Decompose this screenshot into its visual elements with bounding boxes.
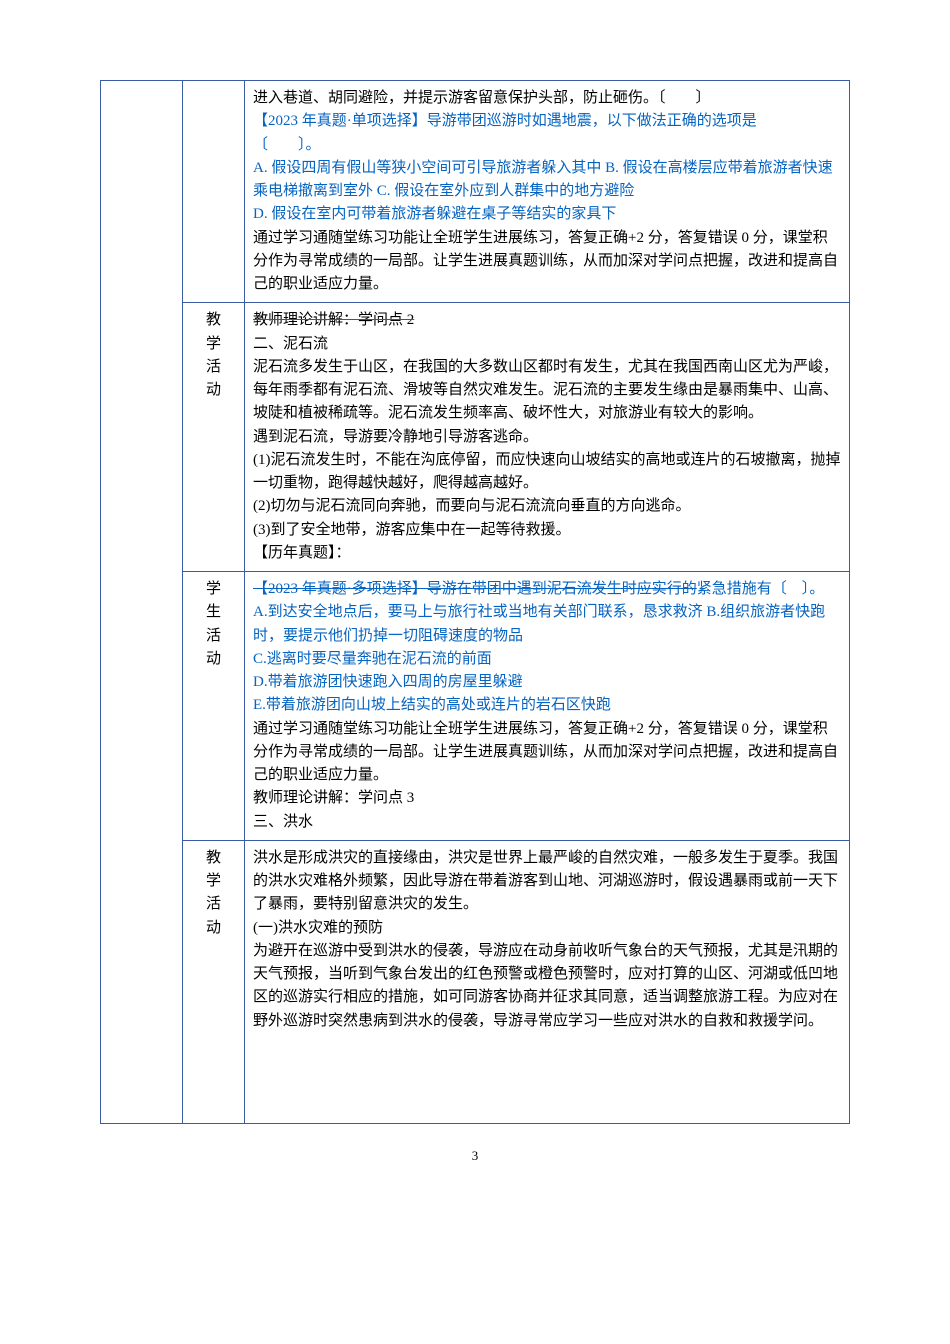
left-spacer-cell bbox=[101, 81, 183, 1124]
row-label-char: 动 bbox=[191, 379, 236, 402]
content-line: C.逃离时要尽量奔驰在泥石流的前面 bbox=[253, 648, 841, 671]
content-line: 洪水是形成洪灾的直接缘由，洪灾是世界上最严峻的自然灾难，一般多发生于夏季。我国的… bbox=[253, 847, 841, 917]
row-label-cell: 教学活动 bbox=[183, 303, 245, 572]
content-line: 【历年真题】： bbox=[253, 542, 841, 565]
content-cell: 教师理论讲解：学问点 2二、泥石流泥石流多发生于山区，在我国的大多数山区都时有发… bbox=[245, 303, 850, 572]
content-line: 三、洪水 bbox=[253, 811, 841, 834]
content-line: (一)洪水灾难的预防 bbox=[253, 917, 841, 940]
content-line: D.带着旅游团快速跑入四周的房屋里躲避 bbox=[253, 671, 841, 694]
content-line: (1)泥石流发生时，不能在沟底停留，而应快速向山坡结实的高地或连片的石坡撤离，抛… bbox=[253, 449, 841, 496]
content-cell: 洪水是形成洪灾的直接缘由，洪灾是世界上最严峻的自然灾难，一般多发生于夏季。我国的… bbox=[245, 840, 850, 1123]
content-line: 泥石流多发生于山区，在我国的大多数山区都时有发生，尤其在我国西南山区尤为严峻，每… bbox=[253, 356, 841, 426]
row-label-char: 生 bbox=[191, 601, 236, 624]
table-row: 学生活动【2023 年真题·多项选择】导游在带团中遇到泥石流发生时应实行的紧急措… bbox=[101, 572, 850, 841]
row-label-char: 学 bbox=[191, 333, 236, 356]
content-line: 为避开在巡游中受到洪水的侵袭，导游应在动身前收听气象台的天气预报，尤其是汛期的天… bbox=[253, 940, 841, 1033]
content-table: 进入巷道、胡同避险，并提示游客留意保护头部，防止砸伤。〔 〕【2023 年真题·… bbox=[100, 80, 850, 1124]
table-row: 教学活动教师理论讲解：学问点 2二、泥石流泥石流多发生于山区，在我国的大多数山区… bbox=[101, 303, 850, 572]
content-line: 进入巷道、胡同避险，并提示游客留意保护头部，防止砸伤。〔 〕 bbox=[253, 87, 841, 110]
content-line: 通过学习通随堂练习功能让全班学生进展练习，答复正确+2 分，答复错误 0 分，课… bbox=[253, 718, 841, 788]
row-label-char: 学 bbox=[191, 870, 236, 893]
table-row: 进入巷道、胡同避险，并提示游客留意保护头部，防止砸伤。〔 〕【2023 年真题·… bbox=[101, 81, 850, 303]
row-label-char: 活 bbox=[191, 893, 236, 916]
row-label-char: 学 bbox=[191, 578, 236, 601]
content-line: D. 假设在室内可带着旅游者躲避在桌子等结实的家具下 bbox=[253, 203, 841, 226]
content-line: (2)切勿与泥石流同向奔驰，而要向与泥石流流向垂直的方向逃命。 bbox=[253, 495, 841, 518]
row-label-cell: 教学活动 bbox=[183, 840, 245, 1123]
content-line: 〔 〕。 bbox=[253, 134, 841, 157]
text-span: 紧急措施有〔 〕。 bbox=[697, 581, 825, 597]
row-label-char: 活 bbox=[191, 625, 236, 648]
content-line: 遇到泥石流，导游要冷静地引导游客逃命。 bbox=[253, 426, 841, 449]
content-line: 二、泥石流 bbox=[253, 333, 841, 356]
row-label-char: 教 bbox=[191, 309, 236, 332]
content-cell: 【2023 年真题·多项选择】导游在带团中遇到泥石流发生时应实行的紧急措施有〔 … bbox=[245, 572, 850, 841]
row-label-char: 动 bbox=[191, 917, 236, 940]
page-number: 3 bbox=[100, 1148, 850, 1164]
content-line: A.到达安全地点后，要马上与旅行社或当地有关部门联系，恳求救济 B.组织旅游者快… bbox=[253, 601, 841, 648]
row-label-cell: 学生活动 bbox=[183, 572, 245, 841]
content-line: 通过学习通随堂练习功能让全班学生进展练习，答复正确+2 分，答复错误 0 分，课… bbox=[253, 227, 841, 297]
content-line: 【2023 年真题·单项选择】导游带团巡游时如遇地震，以下做法正确的选项是 bbox=[253, 110, 841, 133]
content-cell: 进入巷道、胡同避险，并提示游客留意保护头部，防止砸伤。〔 〕【2023 年真题·… bbox=[245, 81, 850, 303]
content-line: (3)到了安全地带，游客应集中在一起等待救援。 bbox=[253, 519, 841, 542]
table-row: 教学活动洪水是形成洪灾的直接缘由，洪灾是世界上最严峻的自然灾难，一般多发生于夏季… bbox=[101, 840, 850, 1123]
content-line: 教师理论讲解：学问点 2 bbox=[253, 309, 841, 332]
content-line: 【2023 年真题·多项选择】导游在带团中遇到泥石流发生时应实行的紧急措施有〔 … bbox=[253, 578, 841, 601]
row-label-cell bbox=[183, 81, 245, 303]
struck-span: 【2023 年真题·多项选择】导游在带团中遇到泥石流发生时应实行的 bbox=[253, 581, 697, 597]
content-line: 教师理论讲解：学问点 3 bbox=[253, 787, 841, 810]
content-line: A. 假设四周有假山等狭小空间可引导旅游者躲入其中 B. 假设在高楼层应带着旅游… bbox=[253, 157, 841, 204]
row-label-char: 动 bbox=[191, 648, 236, 671]
content-line: E.带着旅游团向山坡上结实的高处或连片的岩石区快跑 bbox=[253, 694, 841, 717]
row-label-char: 活 bbox=[191, 356, 236, 379]
row-label-char: 教 bbox=[191, 847, 236, 870]
